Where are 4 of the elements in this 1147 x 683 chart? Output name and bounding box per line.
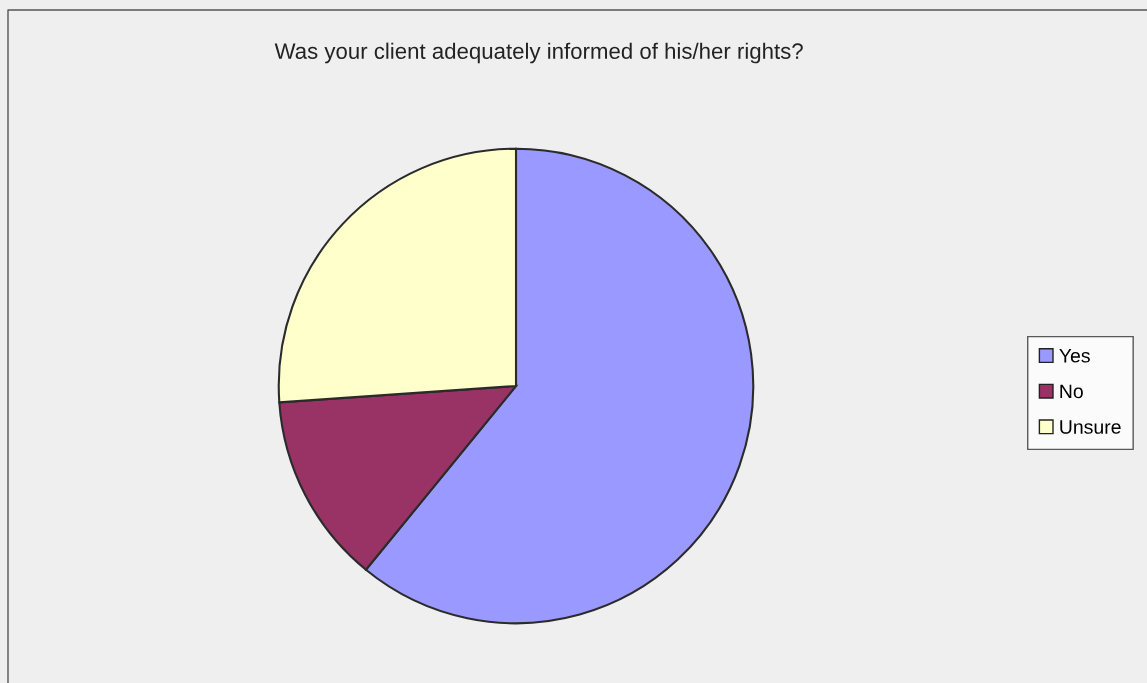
- chart-title: Was your client adequately informed of his/her rights?: [274, 42, 803, 64]
- legend-label: Yes: [1059, 349, 1090, 363]
- legend-label: No: [1060, 384, 1083, 399]
- legend-label: Unsure: [1060, 420, 1121, 434]
